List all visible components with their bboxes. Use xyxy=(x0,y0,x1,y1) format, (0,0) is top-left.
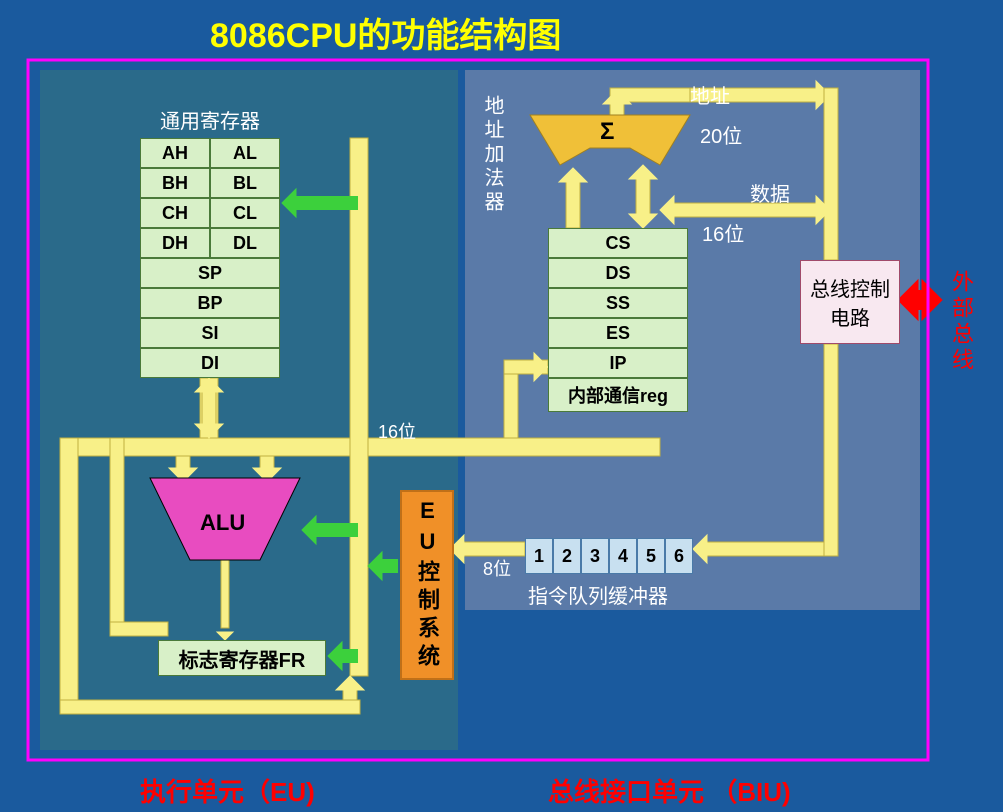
seg-cell: CS xyxy=(548,228,688,258)
green-arrow xyxy=(340,649,358,663)
bus-segment xyxy=(824,344,838,556)
eu-control-box: EU控制系统 xyxy=(400,490,454,680)
queue-cell: 1 xyxy=(525,538,553,574)
gpr-cell: AH xyxy=(140,138,210,168)
label-biu_unit: 总线接口单元 （BIU) xyxy=(548,772,791,809)
gpr-cell: CH xyxy=(140,198,210,228)
bus-segment xyxy=(350,138,368,676)
gpr-cell: SP xyxy=(140,258,280,288)
bus-segment xyxy=(60,438,78,706)
gpr-cell: BP xyxy=(140,288,280,318)
label-bits8: 8位 xyxy=(483,555,511,581)
bus-segment xyxy=(202,390,216,426)
bus-segment xyxy=(566,180,580,228)
seg-cell: SS xyxy=(548,288,688,318)
eu-control-label: EU控制系统 xyxy=(411,498,443,672)
gpr-cell: SI xyxy=(140,318,280,348)
label-bits20: 20位 xyxy=(700,120,742,149)
green-arrow xyxy=(294,196,358,210)
gpr-cell: DH xyxy=(140,228,210,258)
gpr-cell: BH xyxy=(140,168,210,198)
seg-cell: ES xyxy=(548,318,688,348)
gpr-cell: AL xyxy=(210,138,280,168)
green-arrow xyxy=(314,523,358,537)
label-bits16_mid: 16位 xyxy=(378,418,416,444)
gpr-cell: CL xyxy=(210,198,280,228)
queue-cell: 4 xyxy=(609,538,637,574)
label-data: 数据 xyxy=(750,178,790,207)
bus-segment xyxy=(462,542,525,556)
bus-segment xyxy=(824,88,838,260)
seg-cell: IP xyxy=(548,348,688,378)
bus-segment xyxy=(705,542,824,556)
bus-segment xyxy=(221,560,229,628)
green-arrow xyxy=(380,559,398,573)
bus-segment xyxy=(672,203,818,217)
bus-segment xyxy=(110,622,168,636)
queue-cell: 2 xyxy=(553,538,581,574)
gpr-cell: DI xyxy=(140,348,280,378)
adder-label: Σ xyxy=(600,118,614,146)
diagram-title: 8086CPU的功能结构图 xyxy=(210,8,561,57)
gpr-cell: BL xyxy=(210,168,280,198)
bus-segment xyxy=(636,177,650,216)
queue-cell: 5 xyxy=(637,538,665,574)
bus-segment xyxy=(110,438,124,628)
label-address: 地址 xyxy=(690,80,730,109)
queue-cell: 6 xyxy=(665,538,693,574)
label-eu_unit: 执行单元（EU) xyxy=(140,772,315,809)
label-ext_bus: 外部总线 xyxy=(945,270,977,374)
queue-cell: 3 xyxy=(581,538,609,574)
label-gpr_title: 通用寄存器 xyxy=(160,105,260,134)
bus-segment xyxy=(504,360,536,374)
label-addr_adder: 地址加法器 xyxy=(478,95,507,215)
flag-register: 标志寄存器FR xyxy=(158,640,326,676)
alu-label: ALU xyxy=(200,510,245,536)
gpr-cell: DL xyxy=(210,228,280,258)
bus-control-box: 总线控制电路 xyxy=(800,260,900,344)
seg-footer: 内部通信reg xyxy=(548,378,688,412)
bus-segment xyxy=(60,700,360,714)
label-queue_label: 指令队列缓冲器 xyxy=(528,580,668,609)
arrow-head xyxy=(922,280,942,320)
label-bits16_right: 16位 xyxy=(702,218,744,247)
seg-cell: DS xyxy=(548,258,688,288)
